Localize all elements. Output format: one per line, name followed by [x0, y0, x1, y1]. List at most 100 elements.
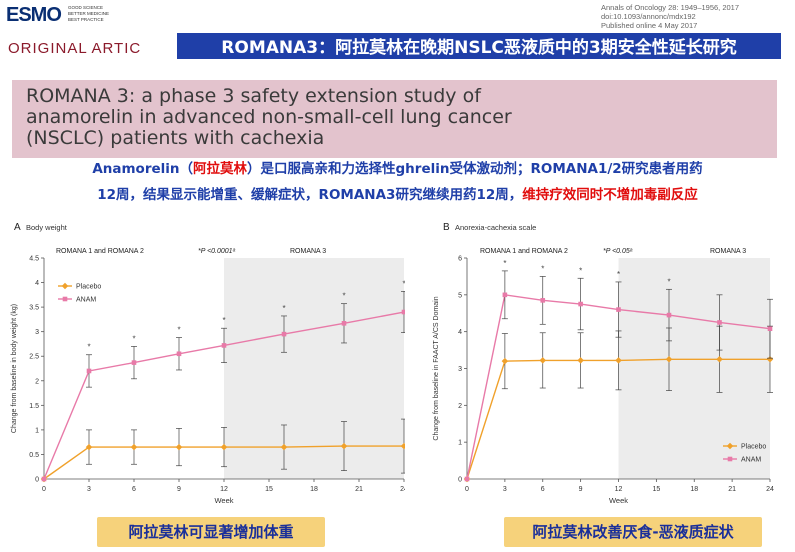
romana3-shaded-region — [224, 258, 404, 479]
journal-citation: Annals of Oncology 28: 1949–1956, 2017 d… — [601, 3, 781, 30]
data-point-anam — [502, 292, 508, 298]
legend-label: Placebo — [76, 284, 101, 291]
y-tick-label: 2 — [458, 403, 462, 410]
significance-asterisk: * — [177, 326, 180, 335]
summary-line-1: Anamorelin（阿拉莫林）是口服高亲和力选择性ghrelin受体激动剂；R… — [0, 156, 795, 182]
period-label-romana3: ROMANA 3 — [290, 248, 326, 255]
x-tick-label: 9 — [579, 486, 583, 493]
y-tick-label: 0 — [35, 477, 39, 484]
x-tick-label: 6 — [541, 486, 545, 493]
y-tick-label: 4 — [35, 280, 39, 287]
esmo-logo: ESMO — [6, 4, 62, 26]
data-point-placebo — [400, 442, 405, 450]
data-point-anam — [281, 331, 287, 337]
y-tick-label: 1 — [458, 440, 462, 447]
panel-letter: A — [14, 222, 21, 233]
y-tick-label: 1.5 — [29, 403, 39, 410]
data-point-anam — [341, 321, 347, 326]
panel-letter: B — [443, 222, 450, 233]
significance-asterisk: * — [667, 277, 670, 286]
period-label-romana12: ROMANA 1 and ROMANA 2 — [56, 248, 144, 255]
legend-label: ANAM — [76, 297, 96, 304]
tagline-line: BETTER MEDICINE — [68, 11, 110, 16]
summary-highlight: 维持疗效同时不增加毒副反应 — [522, 187, 698, 203]
doi-link[interactable]: doi:10.1093/annonc/mdx192 — [601, 12, 696, 21]
significance-asterisk: * — [402, 279, 405, 288]
legend-marker — [726, 442, 734, 450]
x-tick-label: 24 — [400, 486, 405, 493]
y-tick-label: 4.5 — [29, 256, 39, 263]
chart-anorexia-cachexia: B Anorexia-cachexia scale ROMANA 1 and ROM… — [433, 222, 774, 505]
data-point-placebo — [220, 443, 228, 451]
data-point-placebo — [175, 443, 183, 451]
header-bar: ESMO GOOD SCIENCE BETTER MEDICINE BEST P… — [0, 0, 795, 30]
x-tick-label: 15 — [652, 486, 660, 493]
x-axis-label: Week — [214, 496, 233, 505]
y-tick-label: 5 — [458, 292, 462, 299]
tagline-line: GOOD SCIENCE — [68, 5, 104, 10]
y-tick-label: 6 — [458, 256, 462, 263]
x-tick-label: 12 — [615, 486, 623, 493]
significance-asterisk: * — [541, 264, 544, 273]
significance-asterisk: * — [617, 270, 620, 279]
x-tick-label: 15 — [265, 486, 273, 493]
data-point-placebo — [716, 356, 723, 363]
significance-asterisk: * — [282, 304, 285, 313]
significance-asterisk: * — [342, 292, 345, 301]
summary-text-part: Anamorelin（ — [92, 161, 194, 177]
significance-asterisk: * — [87, 343, 90, 352]
y-tick-label: 3.5 — [29, 305, 39, 312]
data-point-anam — [717, 320, 722, 325]
data-point-anam — [401, 309, 405, 315]
data-point-placebo — [665, 356, 673, 363]
y-tick-label: 0 — [458, 477, 462, 484]
data-point-anam — [41, 476, 47, 482]
chart-title: Body weight — [26, 223, 68, 232]
x-tick-label: 24 — [766, 486, 774, 493]
data-point-anam — [616, 307, 621, 312]
significance-asterisk: * — [222, 316, 225, 325]
summary-text-part: ）是口服高亲和力选择性ghrelin受体激动剂；ROMANA1/2研究患者用药 — [247, 161, 703, 177]
summary-highlight: 阿拉莫林 — [193, 161, 248, 177]
significance-footnote: *P <0.05ᵃ — [603, 248, 633, 255]
legend-marker — [61, 282, 69, 290]
x-tick-label: 21 — [355, 486, 363, 493]
x-tick-label: 9 — [177, 486, 181, 493]
caption-body-weight: 阿拉莫林可显著增加体重 — [97, 517, 325, 547]
caption-anorexia: 阿拉莫林改善厌食-恶液质症状 — [504, 517, 762, 547]
data-point-placebo — [539, 357, 547, 364]
y-tick-label: 0.5 — [29, 452, 39, 459]
legend-marker — [62, 296, 68, 302]
x-tick-label: 0 — [42, 486, 46, 493]
romana3-shaded-region — [618, 258, 770, 479]
data-point-anam — [176, 351, 182, 357]
citation-line: Published online 4 May 2017 — [601, 21, 698, 30]
legend-label: Placebo — [741, 444, 766, 451]
data-point-placebo — [85, 443, 93, 451]
y-tick-label: 3 — [35, 329, 39, 336]
y-tick-label: 1 — [35, 427, 39, 434]
chart-body-weight: A Body weight ROMANA 1 and ROMANA 2 *P <0.0… — [11, 222, 405, 505]
series-line-anam — [466, 294, 771, 480]
paper-title-line: (NSCLC) patients with cachexia — [26, 127, 325, 149]
period-label-romana3: ROMANA 3 — [710, 248, 746, 255]
x-tick-label: 21 — [728, 486, 736, 493]
y-axis-label: Change from baseline in body weight (kg) — [11, 304, 18, 433]
y-tick-label: 2 — [35, 378, 39, 385]
data-point-anam — [578, 301, 583, 307]
data-point-placebo — [615, 357, 622, 364]
significance-asterisk: * — [503, 259, 506, 268]
summary-text-part: 12周，结果显示能增重、缓解症状，ROMANA3研究继续用药12周， — [97, 187, 523, 203]
y-axis-label: Change from baseline in FAACT A/CS Domai… — [433, 296, 440, 440]
data-point-placebo — [501, 357, 509, 365]
data-point-anam — [540, 298, 546, 303]
chart-title: Anorexia-cachexia scale — [455, 223, 536, 232]
data-point-placebo — [766, 356, 774, 363]
citation-line: Annals of Oncology 28: 1949–1956, 2017 — [601, 3, 740, 12]
y-tick-label: 2.5 — [29, 354, 39, 361]
y-tick-label: 3 — [458, 366, 462, 373]
series-line-placebo — [43, 445, 404, 480]
period-label-romana12: ROMANA 1 and ROMANA 2 — [480, 248, 568, 255]
x-tick-label: 12 — [220, 486, 228, 493]
x-tick-label: 3 — [87, 486, 91, 493]
